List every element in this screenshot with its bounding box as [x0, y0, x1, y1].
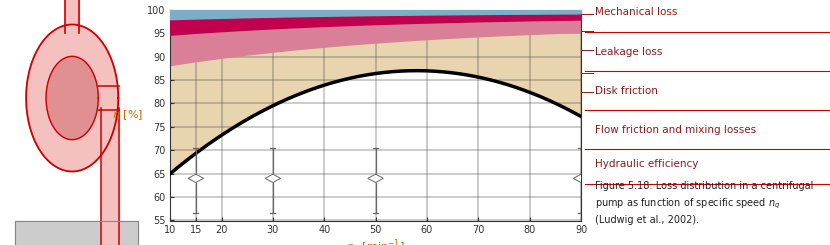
Polygon shape — [46, 56, 98, 140]
Polygon shape — [368, 174, 383, 183]
Text: Mechanical loss: Mechanical loss — [595, 7, 677, 17]
Text: Leakage loss: Leakage loss — [595, 47, 662, 57]
Polygon shape — [100, 108, 119, 245]
X-axis label: $n_q\ \mathrm{[min^{-1}]}$: $n_q\ \mathrm{[min^{-1}]}$ — [346, 237, 405, 245]
Polygon shape — [188, 174, 203, 183]
Text: Flow friction and mixing losses: Flow friction and mixing losses — [595, 125, 756, 135]
Text: Hydraulic efficiency: Hydraulic efficiency — [595, 159, 698, 169]
Polygon shape — [265, 174, 281, 183]
Text: Disk friction: Disk friction — [595, 86, 658, 96]
Polygon shape — [574, 174, 588, 183]
Polygon shape — [16, 220, 138, 245]
Polygon shape — [97, 86, 119, 110]
Y-axis label: $\eta\ \mathrm{[\%]}$: $\eta\ \mathrm{[\%]}$ — [112, 108, 143, 122]
Polygon shape — [66, 0, 79, 33]
Polygon shape — [26, 24, 118, 172]
Text: Figure 5.18: Loss distribution in a centrifugal
pump as function of specific spe: Figure 5.18: Loss distribution in a cent… — [595, 181, 813, 224]
